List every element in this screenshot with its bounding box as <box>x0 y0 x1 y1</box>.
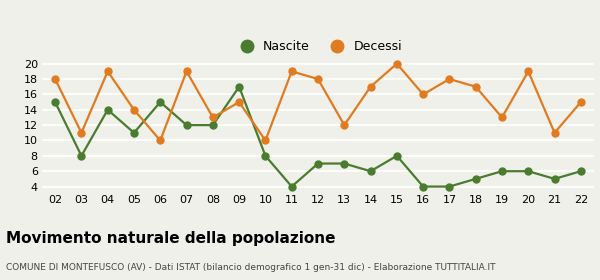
Nascite <box>78 154 85 158</box>
Decessi <box>472 85 479 88</box>
Line: Decessi: Decessi <box>52 60 584 144</box>
Decessi <box>209 116 217 119</box>
Decessi <box>314 77 322 81</box>
Decessi <box>157 139 164 142</box>
Decessi <box>499 116 506 119</box>
Nascite <box>262 154 269 158</box>
Nascite <box>314 162 322 165</box>
Decessi <box>262 139 269 142</box>
Decessi <box>288 70 295 73</box>
Nascite <box>341 162 348 165</box>
Decessi <box>341 123 348 127</box>
Decessi <box>236 101 243 104</box>
Nascite <box>288 185 295 188</box>
Nascite <box>367 169 374 173</box>
Line: Nascite: Nascite <box>52 83 584 190</box>
Nascite <box>446 185 453 188</box>
Text: COMUNE DI MONTEFUSCO (AV) - Dati ISTAT (bilancio demografico 1 gen-31 dic) - Ela: COMUNE DI MONTEFUSCO (AV) - Dati ISTAT (… <box>6 263 496 272</box>
Nascite <box>130 131 137 134</box>
Nascite <box>209 123 217 127</box>
Legend: Nascite, Decessi: Nascite, Decessi <box>229 35 407 58</box>
Decessi <box>130 108 137 111</box>
Nascite <box>524 169 532 173</box>
Decessi <box>446 77 453 81</box>
Decessi <box>78 131 85 134</box>
Decessi <box>104 70 112 73</box>
Decessi <box>419 93 427 96</box>
Nascite <box>393 154 400 158</box>
Decessi <box>367 85 374 88</box>
Nascite <box>183 123 190 127</box>
Decessi <box>551 131 558 134</box>
Nascite <box>157 101 164 104</box>
Nascite <box>419 185 427 188</box>
Nascite <box>499 169 506 173</box>
Decessi <box>577 101 584 104</box>
Nascite <box>551 177 558 181</box>
Nascite <box>236 85 243 88</box>
Decessi <box>52 77 59 81</box>
Decessi <box>393 62 400 65</box>
Decessi <box>524 70 532 73</box>
Nascite <box>577 169 584 173</box>
Text: Movimento naturale della popolazione: Movimento naturale della popolazione <box>6 231 335 246</box>
Decessi <box>183 70 190 73</box>
Nascite <box>52 101 59 104</box>
Nascite <box>104 108 112 111</box>
Nascite <box>472 177 479 181</box>
